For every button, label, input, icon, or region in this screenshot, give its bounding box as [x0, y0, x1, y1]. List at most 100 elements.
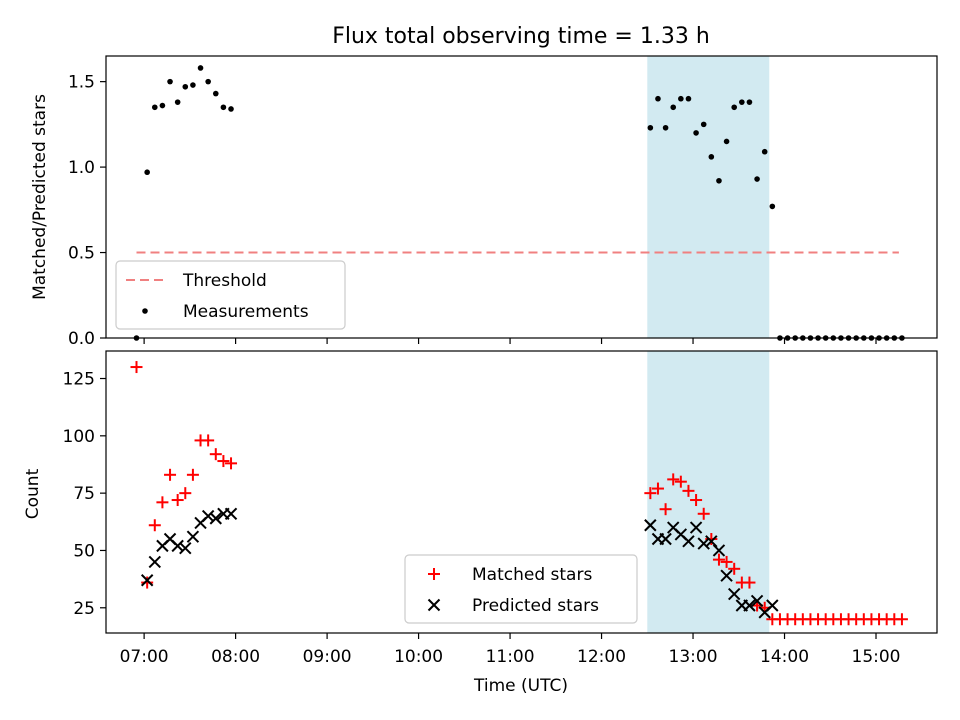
measurements-point	[739, 99, 745, 105]
predicted-stars-point	[682, 535, 695, 548]
bottom-legend: Matched stars Predicted stars	[404, 554, 638, 624]
matched-stars-point	[674, 475, 687, 488]
predicted-stars-point	[179, 541, 192, 555]
top-y-axis-label: Matched/Predicted stars	[30, 94, 50, 300]
measurements-point	[228, 106, 234, 112]
measurements-point	[708, 154, 715, 160]
measurements-point	[678, 95, 684, 102]
matched-stars-point	[682, 484, 695, 497]
x-tick-label: 15:00	[852, 647, 901, 667]
measurements-point	[716, 177, 722, 184]
predicted-stars-point	[750, 594, 764, 608]
predicted-stars-point	[201, 509, 215, 523]
x-tick-label: 10:00	[394, 647, 443, 667]
matched-stars-point	[659, 503, 672, 516]
predicted-stars-point	[171, 539, 184, 553]
predicted-stars-point	[720, 569, 733, 582]
predicted-stars-point	[148, 555, 161, 569]
matched-stars-point	[667, 473, 680, 486]
x-tick-label: 07:00	[120, 647, 169, 667]
legend-label: Matched stars	[472, 565, 592, 585]
chart-title: Flux total observing time = 1.33 h	[332, 24, 710, 49]
predicted-stars-point	[705, 535, 718, 548]
measurements-point	[182, 83, 189, 90]
matched-stars-point	[148, 519, 161, 532]
measurements-point	[220, 104, 227, 111]
matched-stars-point	[141, 576, 154, 589]
measurements-point	[662, 124, 669, 131]
measurements-point	[731, 104, 738, 111]
measurements-point	[190, 82, 196, 88]
predicted-stars-point	[186, 530, 200, 543]
bottom-y-tick-label: 100	[63, 427, 95, 447]
measurements-point	[212, 90, 219, 97]
predicted-stars-point	[727, 587, 741, 601]
top-y-tick-label: 1.5	[68, 73, 95, 93]
matched-stars-point	[171, 494, 184, 507]
matched-stars-point	[690, 494, 703, 507]
x-tick-label: 09:00	[303, 647, 352, 667]
matched-stars-point	[186, 468, 199, 481]
measurements-point	[754, 176, 760, 182]
predicted-stars-point	[697, 537, 710, 550]
measurements-point	[746, 99, 753, 105]
bottom-y-tick-label: 50	[73, 541, 95, 561]
measurements-point	[693, 130, 699, 136]
predicted-stars-point	[712, 544, 726, 557]
predicted-stars-series	[140, 507, 779, 619]
top-legend: Threshold Measurements	[115, 260, 346, 330]
legend-marker-swatch	[142, 308, 148, 314]
x-tick-label: 11:00	[486, 647, 535, 667]
bottom-y-axis-label: Count	[23, 468, 43, 519]
measurements-point	[685, 95, 692, 102]
matched-stars-point	[130, 361, 143, 374]
measurements-point	[159, 102, 166, 109]
matched-stars-point	[164, 468, 177, 481]
x-tick-label: 13:00	[669, 647, 718, 667]
bottom-y-tick-label: 75	[73, 484, 95, 504]
matched-stars-point	[697, 507, 710, 520]
predicted-stars-point	[659, 532, 672, 546]
legend-label: Measurements	[183, 302, 309, 322]
matched-stars-point	[202, 434, 215, 447]
predicted-stars-point	[743, 599, 756, 612]
measurements-point	[197, 65, 204, 71]
bottom-axes-frame	[105, 350, 938, 634]
measurements-point	[655, 95, 661, 102]
measurements-point	[700, 121, 707, 128]
predicted-stars-point	[209, 512, 222, 525]
top-highlight-span	[647, 56, 770, 338]
legend-label: Threshold	[182, 271, 267, 291]
bottom-y-tick-label: 125	[63, 370, 95, 390]
matched-stars-point	[225, 457, 238, 470]
x-tick-label: 08:00	[211, 647, 260, 667]
measurements-point	[670, 104, 677, 111]
measurements-point	[174, 99, 181, 105]
matched-stars-point	[743, 576, 756, 589]
matched-stars-point	[179, 487, 192, 500]
legend-marker-swatch	[427, 598, 441, 612]
measurements-point	[167, 78, 173, 85]
bottom-y-tick-label: 25	[73, 599, 95, 619]
predicted-stars-point	[689, 521, 703, 534]
matched-stars-point	[720, 555, 733, 568]
matched-stars-point	[209, 448, 222, 461]
predicted-stars-point	[224, 507, 238, 520]
top-y-tick-label: 1.0	[68, 158, 95, 178]
predicted-stars-point	[766, 599, 779, 612]
predicted-stars-point	[140, 574, 154, 587]
x-tick-label: 12:00	[577, 647, 626, 667]
predicted-stars-point	[644, 519, 657, 532]
legend-marker-swatch	[428, 568, 440, 580]
matched-stars-point	[895, 613, 908, 626]
matched-stars-point	[644, 487, 657, 500]
measurements-point	[723, 138, 730, 145]
measurements-point	[151, 104, 158, 111]
matched-stars-point	[728, 562, 741, 575]
x-tick-label: 14:00	[760, 647, 809, 667]
top-y-tick-label: 0.5	[68, 244, 95, 264]
legend-label: Predicted stars	[472, 596, 599, 616]
measurements-point	[205, 78, 211, 85]
matched-stars-point	[651, 482, 664, 495]
